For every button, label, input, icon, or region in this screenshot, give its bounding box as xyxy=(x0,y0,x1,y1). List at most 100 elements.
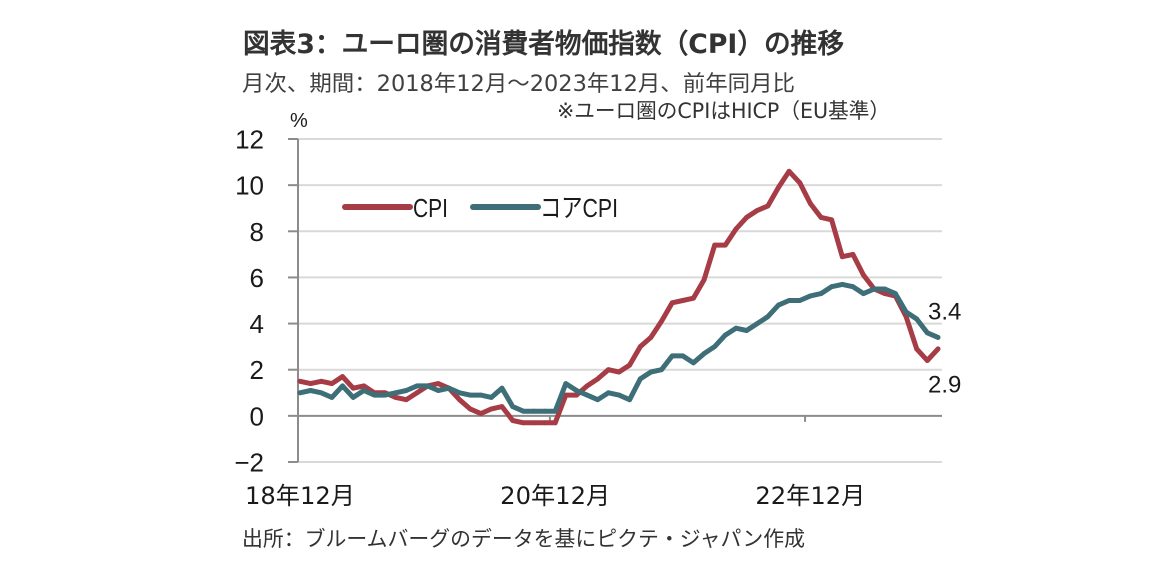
data-point xyxy=(627,362,632,368)
data-point xyxy=(531,408,537,414)
y-tick-label: 4 xyxy=(250,309,264,339)
data-point xyxy=(680,298,686,303)
data-point xyxy=(637,344,643,349)
x-tick-label: 20年12月 xyxy=(500,482,610,510)
data-point xyxy=(722,242,728,248)
data-point xyxy=(489,395,494,400)
data-point xyxy=(563,381,569,386)
data-point xyxy=(903,309,909,315)
data-point xyxy=(818,215,824,220)
data-point xyxy=(329,395,335,400)
data-point xyxy=(414,383,420,389)
data-point xyxy=(914,346,920,352)
series-core-cpi xyxy=(297,281,941,414)
data-point xyxy=(914,316,920,322)
y-tick-label: 2 xyxy=(250,355,264,385)
data-point xyxy=(297,378,303,384)
legend: CPI コアCPI xyxy=(342,193,618,223)
data-point xyxy=(403,388,409,393)
data-point xyxy=(776,302,781,308)
data-point xyxy=(797,180,803,186)
data-point xyxy=(457,397,462,403)
data-point xyxy=(510,404,516,409)
data-point xyxy=(882,291,888,296)
y-axis-ticks: 12 10 8 6 4 2 0 −2 xyxy=(234,125,298,478)
data-point xyxy=(595,376,601,382)
data-point xyxy=(478,411,484,416)
data-point xyxy=(871,286,877,292)
data-point xyxy=(659,318,664,324)
data-point xyxy=(637,376,643,382)
data-point xyxy=(893,291,898,296)
data-point xyxy=(786,298,792,303)
data-point xyxy=(765,203,771,209)
data-point xyxy=(531,420,537,426)
legend-item: コアCPI xyxy=(470,193,618,223)
legend-item: CPI xyxy=(342,193,448,223)
data-point xyxy=(616,369,622,375)
data-point xyxy=(435,388,441,393)
y-tick-label: 0 xyxy=(250,401,264,431)
data-point xyxy=(552,420,558,426)
data-point xyxy=(754,208,760,213)
y-tick-label: 10 xyxy=(235,171,264,201)
data-point xyxy=(467,406,473,412)
chart-title: 図表3：ユーロ圏の消費者物価指数（CPI）の推移 xyxy=(243,29,844,60)
data-point xyxy=(520,420,526,426)
data-point xyxy=(808,293,813,299)
data-point xyxy=(382,392,388,398)
data-point xyxy=(584,392,590,398)
data-point xyxy=(340,383,345,389)
chart-note: ※ユーロ圏のCPIはHICP（EU基準） xyxy=(557,99,890,123)
data-point xyxy=(372,392,377,398)
data-point xyxy=(308,388,313,393)
data-point xyxy=(414,390,420,396)
y-tick-label: 8 xyxy=(250,217,264,247)
data-point xyxy=(648,369,654,375)
data-point xyxy=(712,242,718,248)
x-tick-label: 22年12月 xyxy=(755,482,865,510)
data-point xyxy=(606,367,611,373)
data-point xyxy=(340,374,345,379)
data-point xyxy=(318,378,324,384)
data-point xyxy=(308,381,313,386)
data-point xyxy=(712,344,718,349)
data-point xyxy=(584,383,590,389)
data-point xyxy=(435,381,441,386)
data-point xyxy=(744,328,749,333)
y-tick-label: 6 xyxy=(250,263,264,293)
data-point xyxy=(361,388,367,393)
data-point xyxy=(563,392,569,398)
data-point xyxy=(786,168,792,174)
data-point xyxy=(733,226,739,232)
data-point xyxy=(467,392,473,398)
data-point xyxy=(818,291,824,296)
data-point xyxy=(701,277,707,283)
data-point xyxy=(616,392,622,398)
legend-label: コアCPI xyxy=(540,193,618,223)
plot-area: 12 10 8 6 4 2 0 −2 18年12月 20年12月 22年12月 CPI コアCPI 3.4… xyxy=(234,125,961,511)
data-point xyxy=(393,395,399,400)
data-point xyxy=(510,418,516,423)
data-point xyxy=(924,330,930,336)
data-point xyxy=(350,395,356,400)
gridlines xyxy=(298,138,942,463)
data-point xyxy=(499,385,505,391)
data-point xyxy=(765,314,771,319)
data-point xyxy=(808,201,813,207)
source-note: 出所：ブルームバーグのデータを基にピクテ・ジャパン作成 xyxy=(242,527,805,551)
data-point xyxy=(627,397,632,403)
data-point xyxy=(478,392,484,398)
data-point xyxy=(924,358,930,363)
data-point xyxy=(861,272,866,278)
data-point xyxy=(648,335,654,340)
data-point xyxy=(350,385,356,391)
data-point xyxy=(606,390,611,396)
y-axis-unit-label: % xyxy=(290,110,308,132)
data-point xyxy=(935,346,941,352)
data-point xyxy=(393,390,399,396)
data-point xyxy=(701,351,707,356)
data-point xyxy=(754,321,760,326)
data-point xyxy=(329,381,335,386)
